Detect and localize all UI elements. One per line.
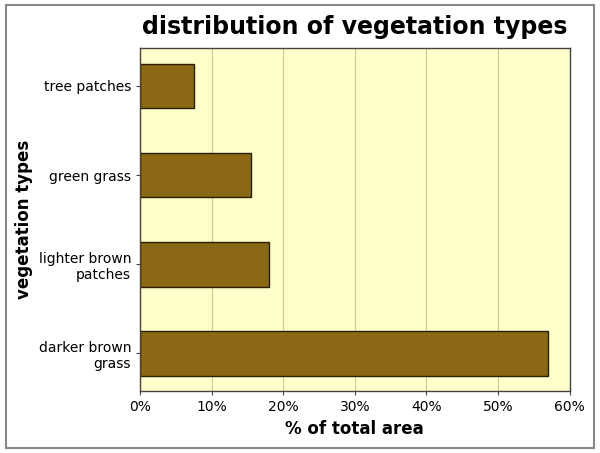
Title: distribution of vegetation types: distribution of vegetation types [142,15,568,39]
X-axis label: % of total area: % of total area [286,420,424,438]
Y-axis label: vegetation types: vegetation types [15,140,33,299]
Bar [140,153,251,198]
Bar [140,63,194,108]
Bar [140,331,548,376]
Bar [140,242,269,287]
